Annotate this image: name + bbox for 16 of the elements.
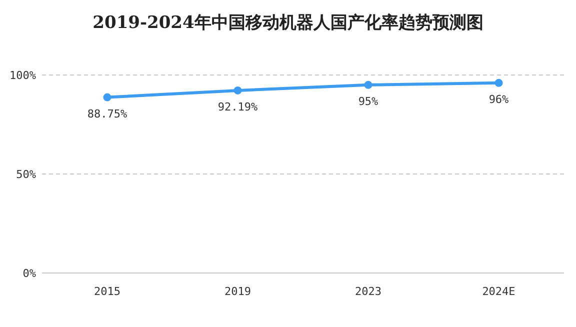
y-tick-label: 50% bbox=[16, 168, 36, 181]
y-tick-label: 100% bbox=[10, 69, 36, 82]
x-tick-label: 2015 bbox=[94, 285, 120, 298]
point bbox=[103, 93, 112, 102]
point bbox=[494, 78, 503, 87]
x-tick-label: 2019 bbox=[224, 285, 251, 298]
point bbox=[234, 86, 242, 94]
point bbox=[364, 80, 372, 89]
data-label: 95% bbox=[358, 94, 379, 108]
x-tick-label: 2024E bbox=[482, 285, 516, 298]
y-tick-label: 0% bbox=[22, 267, 36, 280]
x-tick-label: 2023 bbox=[355, 285, 382, 298]
chart-title: 2019-2024年中国移动机器人国产化率趋势预测图 bbox=[92, 13, 484, 33]
data-label: 92.19% bbox=[218, 100, 258, 114]
data-label: 96% bbox=[488, 92, 510, 106]
data-label: 88.75% bbox=[87, 107, 128, 120]
